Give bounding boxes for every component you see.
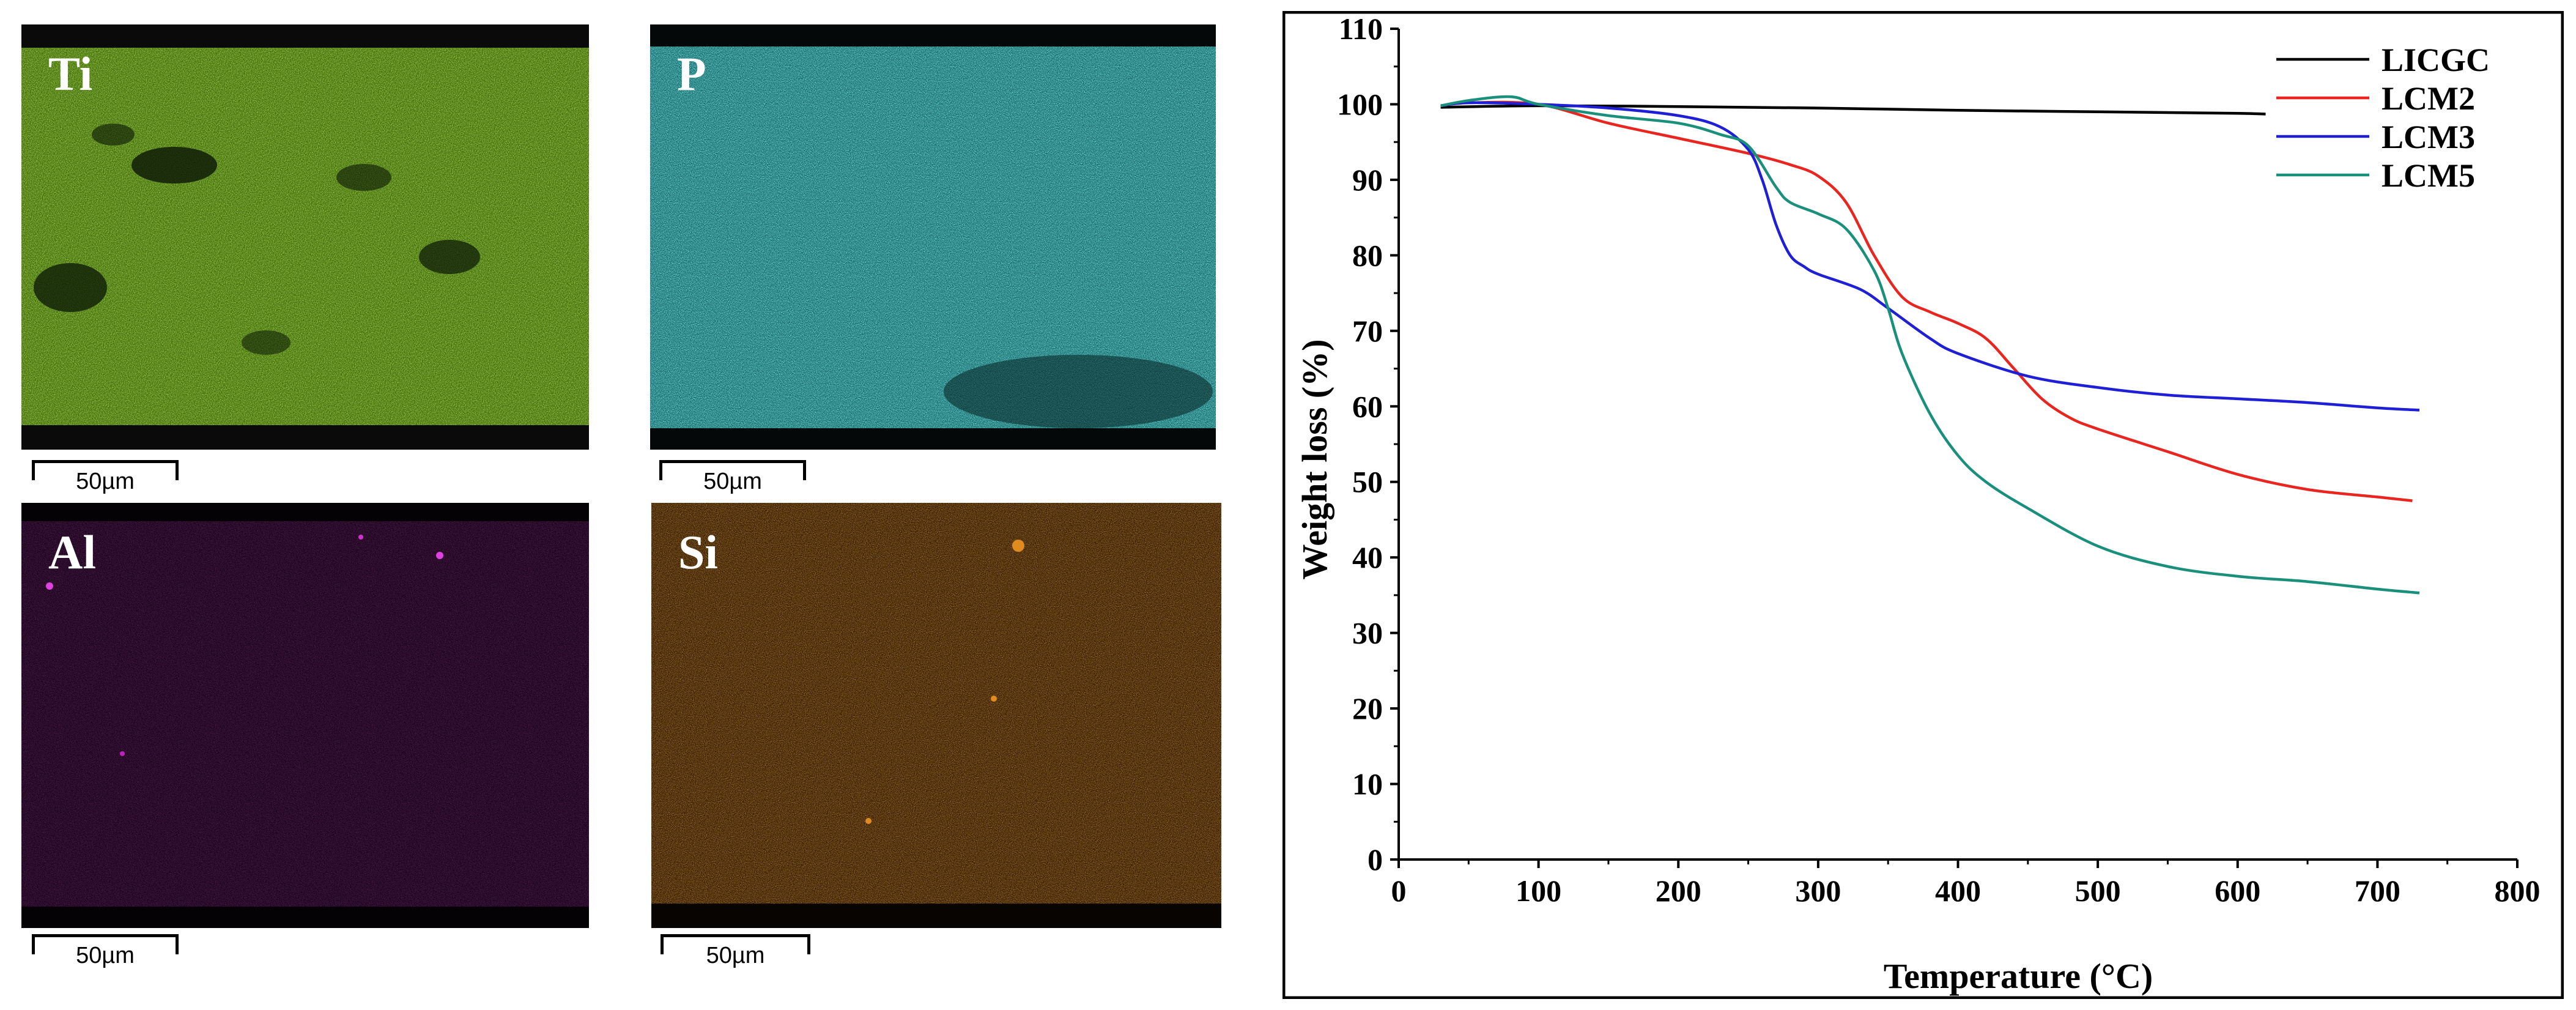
y-tick-label: 100 bbox=[1337, 87, 1383, 121]
axes: 0 10 20 30 40 50 60 70 80 90 100 110 0 100 200 300 400 50… bbox=[1337, 12, 2541, 908]
al-label: Al bbox=[48, 525, 96, 579]
series-line-lcm3 bbox=[1440, 101, 2420, 412]
p-label: P bbox=[677, 47, 706, 100]
x-axis-title: Temperature (°C) bbox=[1884, 956, 2153, 996]
si-label: Si bbox=[678, 525, 719, 579]
si-map: Si bbox=[651, 503, 1221, 928]
p-map: P bbox=[650, 24, 1216, 450]
y-axis-title: Weight loss (%) bbox=[1295, 339, 1334, 579]
x-tick-label: 500 bbox=[2075, 874, 2121, 908]
y-tick-label: 80 bbox=[1352, 238, 1383, 272]
al-scalebar: 50µm bbox=[32, 934, 179, 968]
ti-scale-text: 50µm bbox=[76, 469, 135, 494]
p-map-image bbox=[650, 24, 1216, 450]
ti-map-image bbox=[21, 24, 589, 450]
y-tick-label: 20 bbox=[1352, 691, 1383, 726]
legend-label-lcm2: LCM2 bbox=[2382, 80, 2475, 117]
y-tick-label: 70 bbox=[1352, 314, 1383, 348]
x-tick-label: 100 bbox=[1516, 874, 1561, 908]
tga-chart: 0 10 20 30 40 50 60 70 80 90 100 110 0 100 200 300 400 50… bbox=[1282, 10, 2564, 1000]
p-scale-text: 50µm bbox=[703, 469, 762, 494]
legend-label-lcm5: LCM5 bbox=[2382, 157, 2475, 194]
chart-frame bbox=[1282, 10, 2564, 1000]
ti-scalebar: 50µm bbox=[32, 460, 179, 494]
y-tick-label: 30 bbox=[1352, 616, 1383, 650]
series-line-lcm2 bbox=[1440, 100, 2413, 502]
ti-map: Ti bbox=[21, 24, 589, 450]
x-tick-label: 200 bbox=[1656, 874, 1701, 908]
p-scalebar: 50µm bbox=[659, 460, 806, 494]
ti-label: Ti bbox=[48, 47, 93, 100]
y-tick-label: 10 bbox=[1352, 767, 1383, 801]
x-tick-label: 0 bbox=[1391, 874, 1407, 908]
y-tick-label: 0 bbox=[1368, 842, 1383, 877]
series-lines bbox=[1440, 95, 2420, 595]
x-tick-label: 300 bbox=[1795, 874, 1841, 908]
al-scale-text: 50µm bbox=[76, 943, 135, 968]
si-scalebar: 50µm bbox=[661, 934, 810, 968]
y-tick-label: 50 bbox=[1352, 465, 1383, 499]
al-map-image bbox=[21, 503, 589, 928]
x-tick-label: 400 bbox=[1935, 874, 1981, 908]
y-tick-label: 110 bbox=[1339, 12, 1383, 46]
tga-chart-svg: 0 10 20 30 40 50 60 70 80 90 100 110 0 100 200 300 400 50… bbox=[1282, 10, 2564, 1000]
y-tick-label: 40 bbox=[1352, 540, 1383, 574]
al-map: Al bbox=[21, 503, 589, 928]
y-tick-label: 90 bbox=[1352, 163, 1383, 197]
x-tick-label: 800 bbox=[2495, 874, 2541, 908]
legend-label-licgc: LICGC bbox=[2382, 42, 2490, 78]
si-scale-text: 50µm bbox=[706, 943, 765, 968]
y-tick-label: 60 bbox=[1352, 389, 1383, 423]
legend-label-lcm3: LCM3 bbox=[2382, 119, 2475, 155]
series-line-lcm5 bbox=[1440, 95, 2420, 595]
si-map-image bbox=[651, 503, 1221, 928]
x-tick-label: 700 bbox=[2355, 874, 2400, 908]
x-tick-label: 600 bbox=[2215, 874, 2260, 908]
